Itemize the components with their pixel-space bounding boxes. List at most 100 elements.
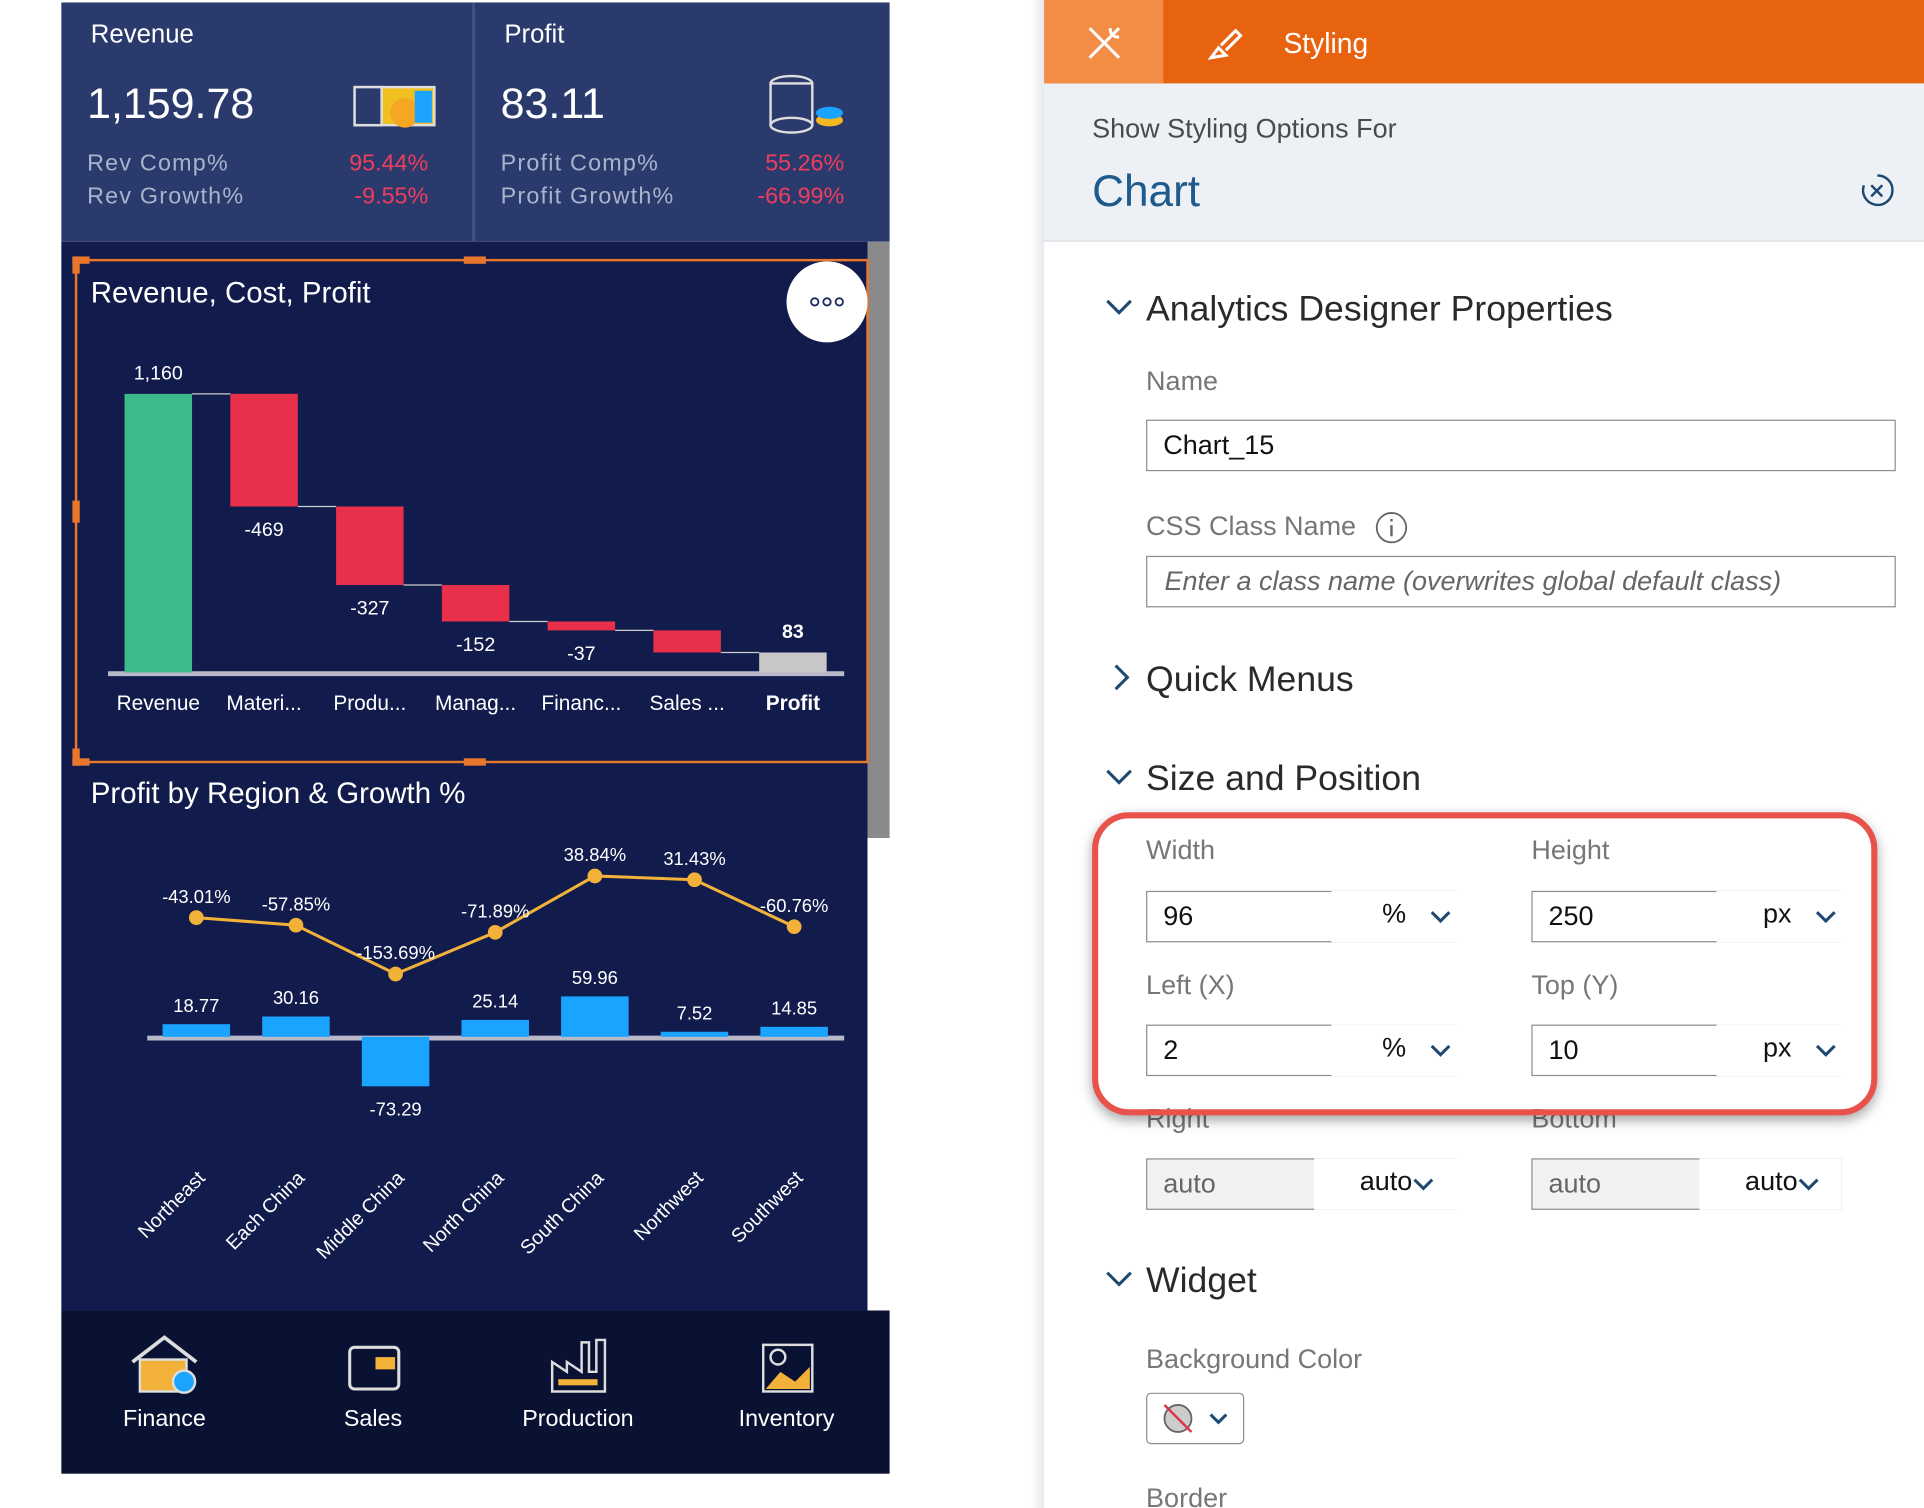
color-picker[interactable] xyxy=(1146,1392,1245,1445)
tab-bar xyxy=(1044,0,1924,84)
chevron xyxy=(1815,1044,1836,1057)
section-header[interactable]: Quick Menus xyxy=(1104,655,1865,704)
unit-value: px xyxy=(1762,1031,1792,1063)
icon-shape xyxy=(1861,174,1894,207)
x-tick-label: Produ... xyxy=(333,692,406,715)
icon-shape xyxy=(1375,511,1408,544)
bar xyxy=(336,506,404,586)
kpi-title: Profit xyxy=(504,20,564,48)
chevron xyxy=(1209,1413,1228,1425)
bar xyxy=(124,393,193,673)
size-value: 2 xyxy=(1163,1034,1179,1066)
size-input[interactable]: auto auto xyxy=(1531,1158,1842,1210)
line-point xyxy=(587,868,603,884)
size-input[interactable]: auto auto xyxy=(1146,1158,1457,1210)
highlight-box xyxy=(1092,812,1878,1116)
mobile-app: Revenue 1,159.78 Rev Comp% 95.44% Rev Growth… xyxy=(61,2,890,1474)
icon-shape xyxy=(1207,28,1243,60)
unit-value: % xyxy=(1382,1031,1407,1063)
reset-button[interactable] xyxy=(1859,172,1896,209)
section-header[interactable]: Analytics Designer Properties xyxy=(1104,285,1865,334)
options-for: Show Styling Options For xyxy=(1092,112,1397,144)
bar xyxy=(162,1024,231,1037)
section-title: Size and Position xyxy=(1146,759,1422,799)
info-icon xyxy=(1375,511,1408,544)
unit-select[interactable]: % xyxy=(1331,1024,1474,1077)
field-label: Name xyxy=(1146,365,1219,397)
styling-tab[interactable]: Styling xyxy=(1283,26,1369,59)
bar xyxy=(547,621,616,631)
size-input[interactable]: 250 px xyxy=(1531,890,1859,943)
tools-tab[interactable] xyxy=(1044,0,1164,84)
scrollbar-track xyxy=(867,838,890,1311)
bar xyxy=(760,1026,828,1037)
icon-shape xyxy=(1163,1404,1193,1433)
bar xyxy=(230,393,298,507)
unit-select[interactable]: % xyxy=(1331,890,1474,943)
brush-icon xyxy=(1207,28,1243,60)
icon-shape xyxy=(558,1379,598,1386)
field-label: Left (X) xyxy=(1146,969,1235,1001)
name-input[interactable]: Chart_15 xyxy=(1146,419,1896,472)
options-header xyxy=(1044,83,1924,242)
kpi-metric-value: 95.44% xyxy=(349,150,428,176)
kpi-metric-label: Profit Comp% xyxy=(501,150,659,176)
chart-title: Profit by Region & Growth % xyxy=(91,777,466,810)
chevron xyxy=(1106,1271,1132,1287)
section-title: Widget xyxy=(1146,1261,1257,1301)
bar xyxy=(361,1036,430,1087)
line-point xyxy=(288,917,304,933)
field-label: Right xyxy=(1146,1103,1210,1134)
data-label: 59.96 xyxy=(572,967,618,988)
data-label: -57.85% xyxy=(262,893,331,914)
more-button[interactable] xyxy=(786,261,868,343)
nav-label: Sales xyxy=(344,1405,402,1431)
nav-item[interactable]: Inventory xyxy=(739,1343,835,1431)
bar xyxy=(660,1031,729,1037)
field-label: Height xyxy=(1531,834,1610,866)
chevron xyxy=(1106,769,1132,785)
section-header[interactable]: Size and Position xyxy=(1104,755,1865,804)
field-label: Border xyxy=(1146,1482,1228,1508)
data-label: -153.69% xyxy=(356,942,435,963)
data-label: 83 xyxy=(782,621,804,643)
x-tick-label: Financ... xyxy=(541,692,621,715)
no-color-icon xyxy=(1163,1404,1193,1433)
kpi-metric-label: Rev Comp% xyxy=(87,150,229,176)
size-value: 96 xyxy=(1163,900,1194,932)
chart-area xyxy=(61,241,868,1311)
unit-select[interactable]: px xyxy=(1716,890,1859,943)
line-point xyxy=(188,910,204,926)
size-input[interactable]: 96% xyxy=(1146,890,1474,943)
unit-select[interactable]: px xyxy=(1716,1024,1859,1077)
css-input[interactable]: Enter a class name (overwrites global de… xyxy=(1146,555,1896,608)
bar xyxy=(461,1019,529,1037)
nav-item[interactable]: Production xyxy=(522,1338,634,1431)
nav-item[interactable]: Finance xyxy=(123,1335,206,1431)
unit-value: px xyxy=(1762,898,1792,929)
nav-label: Production xyxy=(522,1405,633,1431)
data-label: -469 xyxy=(244,519,283,541)
section-header[interactable]: Widget xyxy=(1104,1256,1865,1305)
field-label: Bottom xyxy=(1531,1103,1617,1134)
x-tick-label: Revenue xyxy=(117,692,200,715)
size-input[interactable]: 2% xyxy=(1146,1024,1474,1077)
selection-handles xyxy=(72,256,486,766)
data-label: 31.43% xyxy=(663,848,725,869)
data-label: -73.29 xyxy=(370,1099,422,1120)
scrollbar-thumb[interactable] xyxy=(867,241,890,839)
panel-shadow xyxy=(1030,0,1045,1508)
data-label: 30.16 xyxy=(273,987,319,1008)
kpi-metric-label: Profit Growth% xyxy=(501,183,675,209)
unit-select[interactable]: auto xyxy=(1699,1158,1842,1210)
data-label: -71.89% xyxy=(461,901,530,922)
nav-item[interactable]: Sales xyxy=(344,1345,402,1431)
chevron xyxy=(1413,1178,1434,1191)
unit-select[interactable]: auto xyxy=(1314,1158,1457,1210)
line-point xyxy=(786,919,802,935)
size-input[interactable]: 10 px xyxy=(1531,1024,1859,1077)
bar xyxy=(262,1016,330,1037)
chevron xyxy=(1114,664,1130,691)
nav-bar xyxy=(61,1310,890,1474)
